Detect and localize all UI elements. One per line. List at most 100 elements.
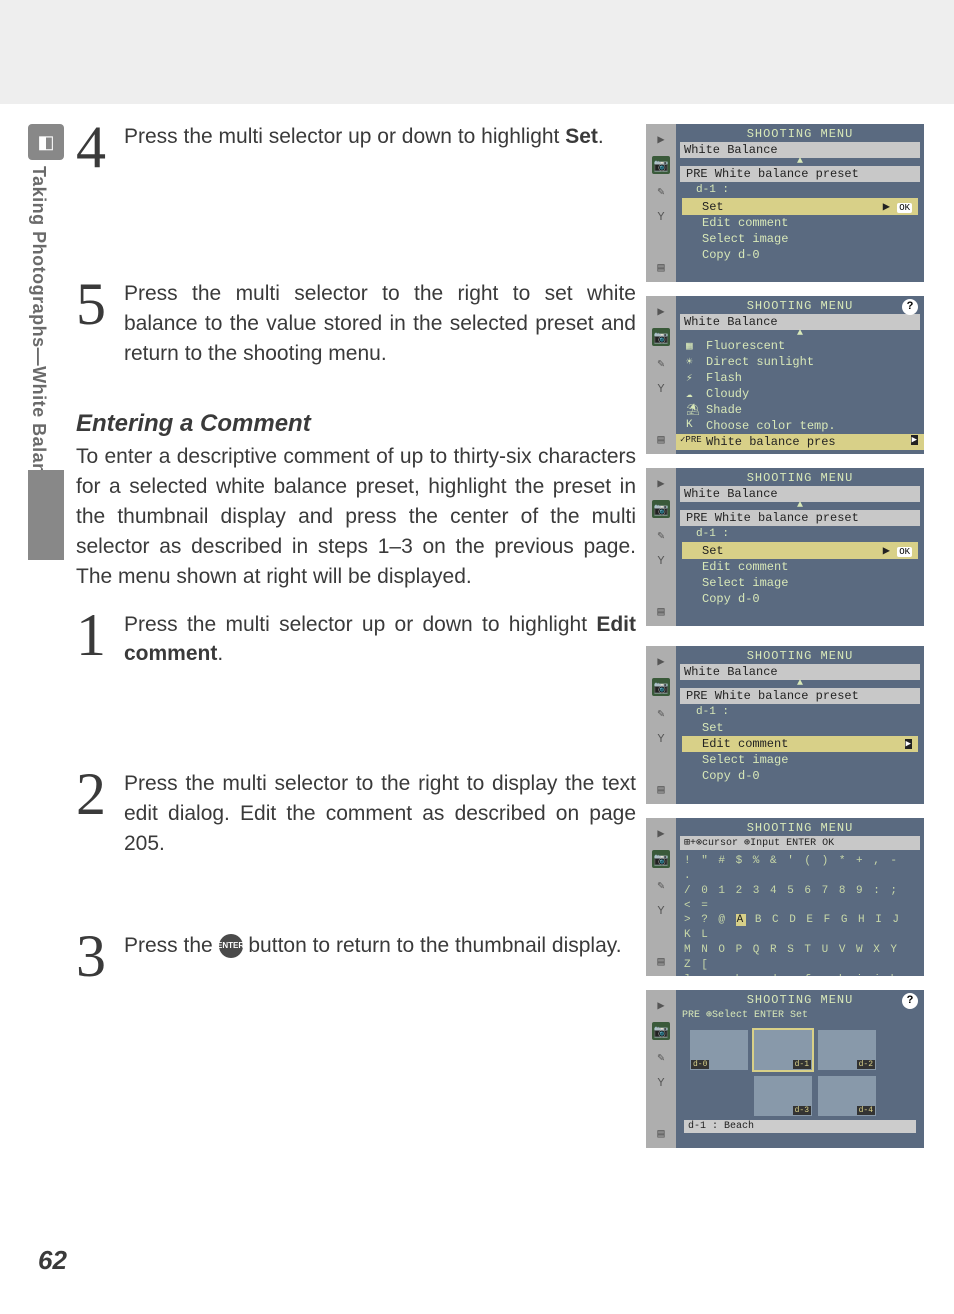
menu-item-select-image[interactable]: Select image [676, 231, 924, 247]
wb-option[interactable]: ☀Direct sunlight [676, 354, 924, 370]
play-icon: ▶ [652, 474, 670, 492]
page-number: 62 [38, 1245, 67, 1276]
cam-main: SHOOTING MENU White Balance ▲ PRE White … [676, 124, 924, 282]
menu-item-edit-comment[interactable]: Edit comment [676, 559, 924, 575]
wrench-icon: Y [652, 730, 670, 748]
thumbnail-caption: d-1 : Beach [684, 1120, 916, 1133]
camera-screenshots-column: ▶ 📷 ✎ Y ▤ SHOOTING MENU White Balance ▲ … [646, 124, 924, 1162]
main-content: 4 Press the multi selector up or down to… [76, 122, 636, 1024]
section-marker [28, 470, 64, 560]
step-text: Press the multi selector up or down to h… [124, 122, 636, 173]
pencil-icon: ✎ [652, 1048, 670, 1066]
menu-item-edit-comment[interactable]: Edit comment [676, 215, 924, 231]
help-icon[interactable]: ? [902, 299, 918, 315]
card-icon: ▤ [652, 1124, 670, 1142]
pencil-icon: ✎ [652, 182, 670, 200]
menu-item-select-image[interactable]: Select image [676, 575, 924, 591]
wb-option[interactable]: ☁Cloudy [676, 386, 924, 402]
card-icon: ▤ [652, 780, 670, 798]
camera-screen-preset-editcomment: ▶ 📷 ✎ Y ▤ SHOOTING MENU White Balance ▲ … [646, 646, 924, 804]
top-gray-band [0, 0, 954, 104]
menu-item-select-image[interactable]: Select image [676, 752, 924, 768]
cam-main: ? SHOOTING MENU White Balance ▲ ▦Fluores… [676, 296, 924, 454]
menu-item-copy[interactable]: Copy d-0 [676, 768, 924, 784]
cam-sidebar: ▶ 📷 ✎ Y ▤ [646, 818, 676, 976]
wb-option[interactable]: ⚡Flash [676, 370, 924, 386]
preset-header: PRE White balance preset [680, 166, 920, 182]
play-icon: ▶ [652, 996, 670, 1014]
camera-screen-text-edit: ▶ 📷 ✎ Y ▤ SHOOTING MENU ⊞+⊗cursor ⊕Input… [646, 818, 924, 976]
thumbnail-grid: d-0 d-1 d-2 d-3 d-4 [676, 1022, 924, 1118]
menu-title: SHOOTING MENU [676, 646, 924, 664]
step-text: Press the ENTER button to return to the … [124, 931, 636, 982]
step-5: 5 Press the multi selector to the right … [76, 279, 636, 368]
play-icon: ▶ [652, 652, 670, 670]
cam-sidebar: ▶ 📷 ✎ Y ▤ [646, 296, 676, 454]
wb-option[interactable]: ⛱Shade [676, 402, 924, 418]
wb-option-highlighted[interactable]: ✓PREWhite balance pres▶ [676, 434, 924, 450]
cam-main: SHOOTING MENU ⊞+⊗cursor ⊕Input ENTER OK … [676, 818, 924, 976]
menu-item-copy[interactable]: Copy d-0 [676, 247, 924, 263]
thumbnail[interactable]: d-4 [818, 1076, 876, 1116]
thumbnail[interactable]: d-3 [754, 1076, 812, 1116]
camera-icon: 📷 [652, 328, 670, 346]
camera-icon: 📷 [652, 156, 670, 174]
menu-title: SHOOTING MENU [676, 124, 924, 142]
pencil-icon: ✎ [652, 876, 670, 894]
menu-title: SHOOTING MENU [676, 296, 924, 314]
camera-icon: 📷 [652, 1022, 670, 1040]
cam-sidebar: ▶ 📷 ✎ Y ▤ [646, 124, 676, 282]
thumbnail[interactable]: d-2 [818, 1030, 876, 1070]
camera-screen-wb-list: ▶ 📷 ✎ Y ▤ ? SHOOTING MENU White Balance … [646, 296, 924, 454]
d1-label: d-1 : [676, 704, 924, 720]
wb-option[interactable]: ▦Fluorescent [676, 338, 924, 354]
card-icon: ▤ [652, 430, 670, 448]
preset-header: PRE White balance preset [680, 688, 920, 704]
help-icon[interactable]: ? [902, 993, 918, 1009]
play-icon: ▶ [652, 130, 670, 148]
pencil-icon: ✎ [652, 704, 670, 722]
menu-item-edit-comment[interactable]: Edit comment ▶ [682, 736, 918, 752]
step-number: 5 [76, 279, 124, 368]
step-text: Press the multi selector to the right to… [124, 769, 636, 858]
pencil-icon: ✎ [652, 354, 670, 372]
section-paragraph: To enter a descriptive comment of up to … [76, 442, 636, 591]
thumb-controls: PRE ⊕Select ENTER Set [676, 1008, 924, 1022]
step-number: 4 [76, 122, 124, 173]
character-grid[interactable]: ! " # $ % & ' ( ) * + , - . / 0 1 2 3 4 … [676, 850, 924, 976]
preset-header: PRE White balance preset [680, 510, 920, 526]
chapter-label: Taking Photographs—White Balance [28, 166, 49, 496]
d1-label: d-1 : [676, 526, 924, 542]
wrench-icon: Y [652, 208, 670, 226]
scroll-up-icon: ▲ [676, 330, 924, 338]
menu-title: SHOOTING MENU [676, 990, 924, 1008]
scroll-up-icon: ▲ [676, 158, 924, 166]
camera-screen-preset-set: ▶ 📷 ✎ Y ▤ SHOOTING MENU White Balance ▲ … [646, 124, 924, 282]
thumbnail-selected[interactable]: d-1 [754, 1030, 812, 1070]
camera-icon: 📷 [652, 678, 670, 696]
cam-main: ? SHOOTING MENU PRE ⊕Select ENTER Set d-… [676, 990, 924, 1148]
wb-option[interactable]: KChoose color temp. [676, 418, 924, 434]
camera-tab-icon: ◧ [28, 124, 64, 160]
step-text: Press the multi selector up or down to h… [124, 610, 636, 670]
step-2: 2 Press the multi selector to the right … [76, 769, 636, 858]
cam-main: SHOOTING MENU White Balance ▲ PRE White … [676, 468, 924, 626]
card-icon: ▤ [652, 952, 670, 970]
cam-sidebar: ▶ 📷 ✎ Y ▤ [646, 990, 676, 1148]
menu-item-set[interactable]: Set [676, 720, 924, 736]
thumbnail[interactable]: d-0 [690, 1030, 748, 1070]
step-number: 1 [76, 610, 124, 670]
step-4: 4 Press the multi selector up or down to… [76, 122, 636, 173]
menu-item-set[interactable]: Set ▶ OK [682, 542, 918, 559]
section-heading: Entering a Comment [76, 410, 636, 438]
cam-sidebar: ▶ 📷 ✎ Y ▤ [646, 468, 676, 626]
card-icon: ▤ [652, 602, 670, 620]
wrench-icon: Y [652, 902, 670, 920]
menu-item-set[interactable]: Set ▶ OK [682, 198, 918, 215]
menu-item-copy[interactable]: Copy d-0 [676, 591, 924, 607]
camera-icon: 📷 [652, 850, 670, 868]
camera-screen-thumbnails: ▶ 📷 ✎ Y ▤ ? SHOOTING MENU PRE ⊕Select EN… [646, 990, 924, 1148]
cam-main: SHOOTING MENU White Balance ▲ PRE White … [676, 646, 924, 804]
d1-label: d-1 : [676, 182, 924, 198]
wrench-icon: Y [652, 380, 670, 398]
